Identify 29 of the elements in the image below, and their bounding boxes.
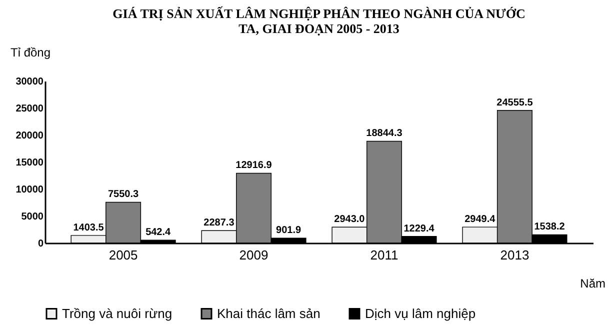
y-tick-label: 20000	[16, 130, 44, 142]
legend-label: Trồng và nuôi rừng	[62, 306, 172, 321]
y-tick-label: 15000	[16, 158, 44, 168]
x-tick-label: 2011	[370, 248, 398, 262]
data-label: 1538.2	[534, 222, 566, 233]
chart-title: GIÁ TRỊ SẢN XUẤT LÂM NGHIỆP PHÂN THEO NGÀNH CỦA NƯỚC TA, GIAI ĐOẠN 2005 - 2013	[112, 6, 526, 36]
data-label: 1229.4	[404, 223, 435, 234]
data-label: 1403.5	[73, 222, 104, 234]
y-tick-label: 10000	[16, 184, 44, 196]
data-label: 24555.5	[496, 97, 534, 108]
data-label: 2287.3	[204, 218, 235, 229]
x-tick-label: 2005	[108, 248, 138, 262]
legend-label: Dịch vụ lâm nghiệp	[365, 306, 476, 321]
x-axis-title: Năm	[580, 276, 606, 290]
y-tick-label: 0	[38, 238, 44, 250]
data-label: 542.4	[146, 227, 172, 238]
y-tick-label: 30000	[16, 76, 44, 88]
data-label: 12916.9	[236, 160, 272, 172]
y-axis-title: Tỉ đồng	[10, 46, 51, 60]
data-label: 901.9	[276, 225, 302, 236]
x-tick-label: 2009	[239, 248, 268, 262]
legend-label: Khai thác lâm sản	[217, 306, 320, 321]
y-tick-label: 5000	[21, 212, 44, 222]
data-label: 2943.0	[334, 214, 366, 226]
data-label: 18844.3	[366, 128, 403, 140]
y-tick-label: 25000	[16, 104, 44, 114]
x-tick-label: 2013	[500, 248, 530, 262]
data-label: 7550.3	[108, 189, 140, 200]
data-label: 2949.4	[464, 214, 496, 226]
